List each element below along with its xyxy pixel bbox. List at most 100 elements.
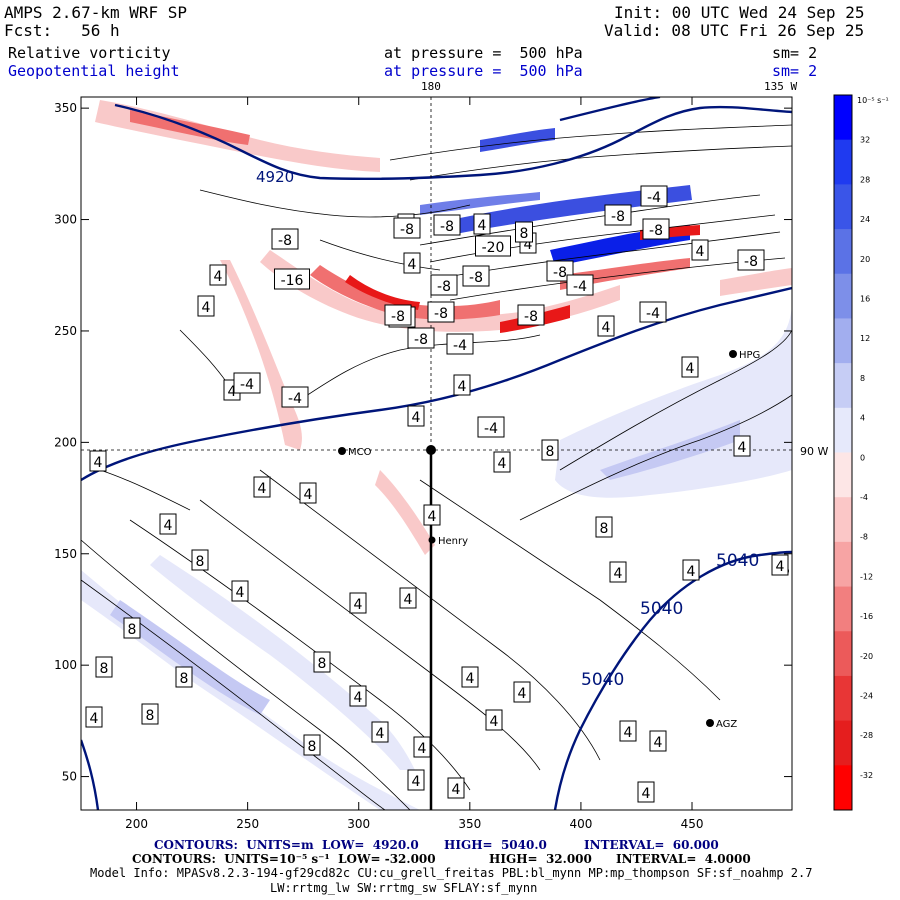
colorbar-segment — [834, 675, 852, 722]
contour-label-box: 4 — [519, 232, 537, 254]
negative-vorticity-band — [375, 470, 435, 555]
vorticity-label: -8 — [430, 274, 458, 296]
negative-vorticity-band — [310, 265, 500, 320]
colorbar-segment — [834, 631, 852, 677]
contour-label-box: 4 — [299, 482, 317, 504]
contour-label-box: 8 — [313, 651, 331, 673]
svg-text:4: 4 — [354, 597, 363, 613]
contour-label-box: 4 — [691, 239, 709, 261]
svg-text:-20: -20 — [482, 240, 505, 256]
svg-text:8: 8 — [546, 444, 555, 460]
colorbar-segment — [834, 765, 852, 811]
vorticity-label: -8 — [427, 301, 455, 323]
vorticity-label: -4 — [640, 185, 668, 207]
vorticity-contours — [81, 124, 792, 810]
vorticity-label: -4 — [233, 372, 261, 394]
svg-text:8: 8 — [100, 661, 109, 677]
reference-lines — [81, 97, 792, 451]
contour-label-box: 8 — [123, 617, 141, 639]
colorbar-segment — [834, 95, 852, 141]
svg-text:-4: -4 — [240, 377, 254, 393]
contour-label-box: 4 — [197, 295, 215, 317]
vorticity-label: -20 — [475, 235, 511, 257]
field1-level: at pressure = 500 hPa — [384, 44, 583, 62]
vorticity-label: -8 — [546, 260, 574, 282]
svg-text:4: 4 — [404, 592, 413, 608]
svg-text:4: 4 — [654, 735, 663, 751]
positive-vorticity-band — [110, 600, 270, 715]
x-tick-label: 350 — [458, 817, 481, 831]
negative-vorticity-band — [640, 225, 700, 240]
colorbar-tick-label: 32 — [860, 136, 870, 145]
svg-text:4: 4 — [687, 564, 696, 580]
svg-text:-8: -8 — [391, 309, 405, 325]
contour-label-box: 8 — [175, 666, 193, 688]
contour-label-box: 4 — [771, 554, 789, 576]
y-tick-label: 350 — [54, 101, 77, 115]
svg-text:8: 8 — [318, 656, 327, 672]
vorticity-label: -8 — [517, 304, 545, 326]
contour-label-box: 4 — [682, 559, 700, 581]
contour-label-box: 4 — [407, 405, 425, 427]
positive-vorticity-band — [420, 192, 540, 215]
svg-text:4: 4 — [642, 786, 651, 802]
field1-smoothing: sm= 2 — [772, 44, 818, 62]
positive-vorticity-band — [555, 300, 792, 498]
contour-label-box: 4 — [681, 356, 699, 378]
footer-model-info-2: LW:rrtmg_lw SW:rrtmg_sw SFLAY:sf_mynn — [270, 881, 538, 895]
contour-label-box: 4 — [733, 435, 751, 457]
field2-name: Geopotential height — [8, 62, 180, 80]
colorbar-segment — [834, 541, 852, 588]
contour-label-box: 8 — [141, 703, 159, 725]
contour-label-box: 4 — [399, 587, 417, 609]
svg-text:4: 4 — [408, 257, 417, 273]
svg-text:4: 4 — [738, 440, 747, 456]
svg-text:4: 4 — [518, 686, 527, 702]
contour-label-box: 4 — [447, 777, 465, 799]
svg-text:-8: -8 — [440, 219, 454, 235]
height-contours — [81, 97, 792, 810]
footer-model-info: Model Info: MPASv8.2.3-194-gf29cd82c CU:… — [90, 866, 813, 880]
negative-vorticity-band — [95, 100, 380, 172]
vorticity-label: -4 — [639, 301, 667, 323]
svg-text:4: 4 — [402, 218, 411, 234]
svg-text:8: 8 — [520, 226, 529, 242]
svg-text:4: 4 — [478, 218, 487, 234]
station-dot-pole — [426, 445, 436, 455]
colorbar-tick-label: 20 — [860, 255, 870, 264]
positive-vorticity-band — [450, 185, 692, 235]
contour-label-box: 4 — [209, 264, 227, 286]
vorticity-label: -8 — [462, 265, 490, 287]
y-tick-label: 300 — [54, 213, 77, 227]
height-label: 5040 — [581, 670, 624, 690]
x-tick-label: 450 — [681, 817, 704, 831]
colorbar-tick-label: -32 — [860, 771, 873, 780]
contour-label-box: 4 — [159, 513, 177, 535]
colorbar-tick-label: -20 — [860, 652, 873, 661]
field2-smoothing: sm= 2 — [772, 62, 818, 80]
shaded-fields — [81, 100, 792, 810]
svg-text:4: 4 — [602, 320, 611, 336]
height-contour-4920-north — [114, 103, 792, 180]
vorticity-label: -4 — [477, 416, 505, 438]
contour-label-box: 8 — [541, 439, 559, 461]
negative-vorticity-band — [260, 250, 620, 332]
svg-text:4: 4 — [412, 410, 421, 426]
svg-text:4: 4 — [624, 725, 633, 741]
x-axis: 200 250 300 350 400 450 — [125, 97, 703, 831]
height-label: 5040 — [640, 599, 683, 619]
contour-label-box: 4 — [473, 213, 491, 235]
colorbar-segment — [834, 720, 852, 766]
negative-vorticity-band — [500, 305, 570, 333]
station-markers — [338, 350, 789, 727]
svg-text:-8: -8 — [395, 311, 409, 327]
svg-text:-4: -4 — [647, 190, 661, 206]
plot-frame — [80, 96, 793, 811]
svg-text:4: 4 — [304, 487, 313, 503]
contour-label-box: 4 — [371, 721, 389, 743]
svg-text:4: 4 — [418, 741, 427, 757]
contour-label-box: 4 — [485, 709, 503, 731]
colorbar-segment — [834, 184, 852, 230]
negative-vorticity-band — [345, 275, 420, 310]
colorbar-tick-label: -16 — [860, 612, 873, 621]
